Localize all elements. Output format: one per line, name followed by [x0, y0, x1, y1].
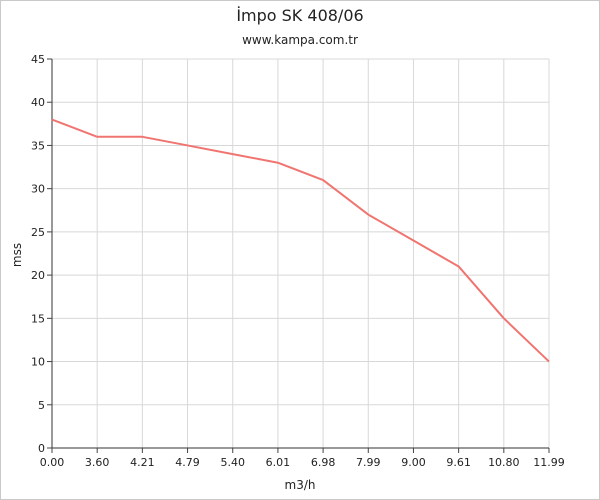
x-tick-label: 9.61: [446, 456, 471, 469]
series-group: [51, 118, 550, 363]
x-tick-label: 4.21: [130, 456, 155, 469]
chart-subtitle: www.kampa.com.tr: [242, 33, 358, 47]
y-tick-label: 40: [31, 96, 45, 109]
grid-lines: [51, 58, 550, 449]
x-tick-label: 6.01: [266, 456, 291, 469]
x-tick-label: 9.00: [401, 456, 426, 469]
y-tick-label: 45: [31, 53, 45, 66]
series-line: [51, 118, 550, 363]
x-axis-title: m3/h: [285, 478, 316, 492]
x-tick-label: 3.60: [85, 456, 110, 469]
y-axis-ticks: 0 5 10 15 20 25 30 35 40 45: [31, 53, 52, 455]
y-tick-label: 25: [31, 226, 45, 239]
x-tick-label: 10.80: [488, 456, 520, 469]
y-tick-label: 20: [31, 269, 45, 282]
y-tick-label: 15: [31, 312, 45, 325]
y-tick-label: 30: [31, 183, 45, 196]
y-tick-label: 35: [31, 139, 45, 152]
x-tick-label: 5.40: [220, 456, 245, 469]
x-tick-label: 7.99: [356, 456, 381, 469]
y-tick-label: 5: [38, 399, 45, 412]
x-tick-label: 4.79: [175, 456, 200, 469]
y-tick-label: 0: [38, 442, 45, 455]
chart-title: İmpo SK 408/06: [236, 6, 364, 25]
x-axis-ticks: 0.00 3.60 4.21 4.79 5.40 6.01 6.98 7.99 9.00 9.61…: [40, 448, 565, 469]
x-tick-label: 11.99: [533, 456, 565, 469]
x-tick-label: 0.00: [40, 456, 65, 469]
y-tick-label: 10: [31, 356, 45, 369]
y-axis-title: mss: [10, 243, 24, 267]
x-tick-label: 6.98: [311, 456, 336, 469]
